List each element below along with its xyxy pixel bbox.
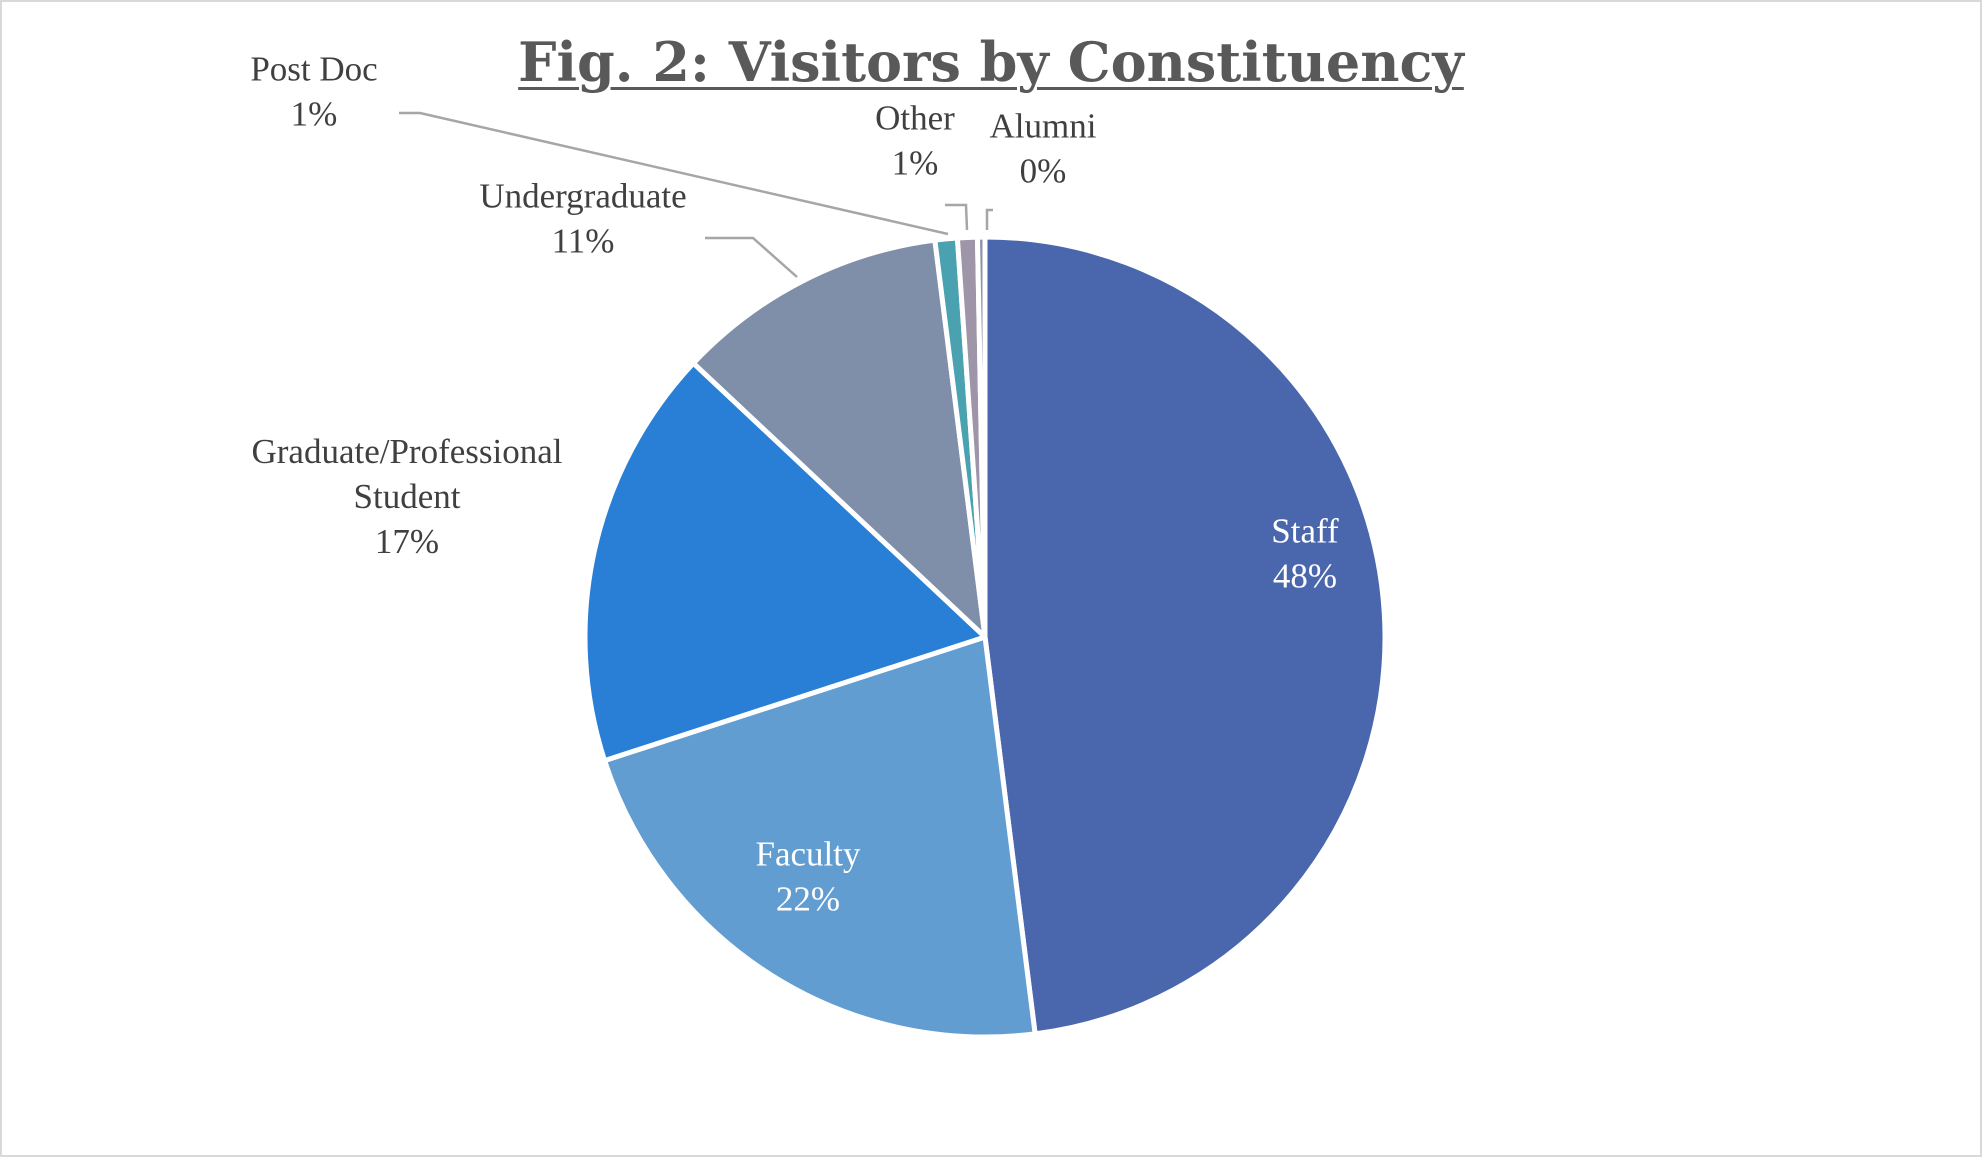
- data-label-staff: Staff 48%: [1271, 512, 1339, 596]
- leader-line-other: [945, 203, 969, 231]
- data-label-faculty: Faculty 22%: [756, 835, 861, 919]
- data-label-alumni: Alumni 0%: [990, 107, 1097, 191]
- leader-line-alumni: [985, 208, 993, 230]
- data-label-other: Other 1%: [875, 99, 955, 183]
- pie-slice-undergraduate: [690, 237, 988, 640]
- data-label-graduate-professional-student: Graduate/Professional Student 17%: [251, 432, 562, 561]
- leader-line-undergraduate: [705, 236, 798, 278]
- data-label-post-doc: Post Doc 1%: [250, 50, 377, 134]
- leader-line-post-doc: [399, 111, 949, 236]
- data-label-undergraduate: Undergraduate 11%: [479, 177, 686, 261]
- pie-slice-alumni: [974, 234, 988, 640]
- pie-slice-faculty: [602, 634, 1038, 1040]
- pie-slice-staff: [982, 234, 1388, 1037]
- chart-title: Fig. 2: Visitors by Constituency: [518, 30, 1464, 94]
- pie-slice-graduate-professional-student: [582, 360, 988, 764]
